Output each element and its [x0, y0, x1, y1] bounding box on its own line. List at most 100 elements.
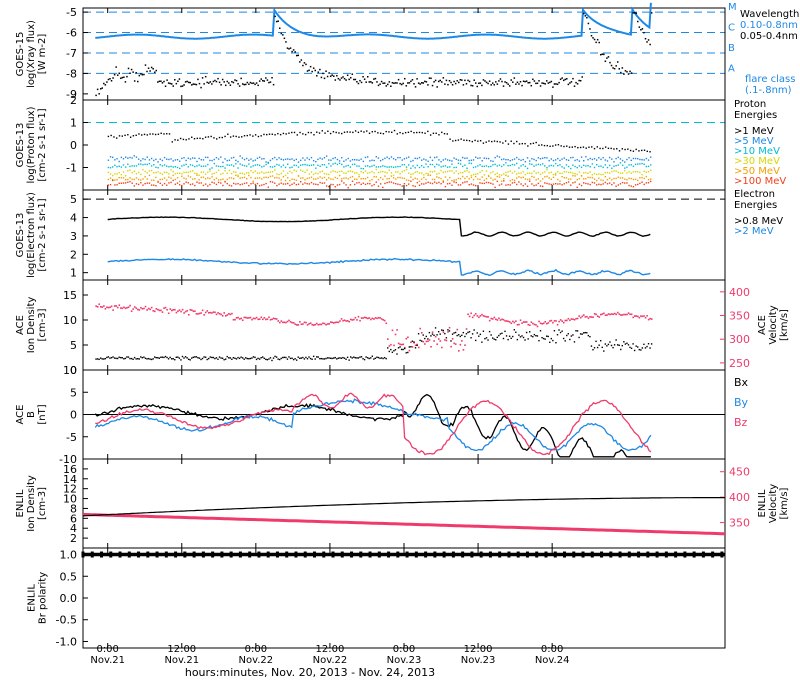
series-ace-density-point — [530, 335, 532, 337]
series-proton-3-point — [395, 171, 397, 173]
series-ace-density-point — [633, 349, 636, 352]
series-ace-density-point — [208, 357, 210, 360]
xray-legend-flare-range: (.1-.8nm) — [745, 85, 792, 96]
electron-ylabel-line: GOES-13 — [15, 213, 26, 258]
series-ace-velocity-point — [626, 313, 628, 316]
series-proton-1-point — [187, 157, 190, 159]
series-xray-0-05-0-4nm-point — [592, 37, 594, 39]
series-ace-velocity-point — [553, 320, 556, 322]
series-ace-density-point — [650, 343, 653, 345]
series-xray-0-05-0-4nm-point — [340, 77, 343, 79]
series-ace-velocity-point — [140, 306, 142, 309]
series-ace-velocity-point — [433, 340, 435, 342]
series-xray-0-05-0-4nm-point — [305, 63, 307, 66]
series-proton-0-point — [374, 130, 376, 133]
series-ace-velocity-point — [109, 306, 111, 309]
enlil-polarity-ytick-label: 1.0 — [60, 549, 78, 562]
series-xray-0-05-0-4nm-point — [348, 78, 350, 81]
ace-density-ylabel-line: Ion Density — [26, 297, 37, 354]
polarity-marker — [192, 551, 196, 558]
series-proton-4-point — [228, 177, 231, 179]
series-proton-2-point — [351, 163, 354, 166]
series-proton-5-point — [315, 183, 317, 185]
polarity-marker — [720, 551, 724, 558]
series-ace-velocity-point — [467, 313, 469, 316]
proton-legend-title-2: Energies — [734, 110, 777, 121]
series-proton-5-point — [513, 181, 516, 184]
series-ace-density-point — [129, 357, 131, 360]
series-proton-3-point — [174, 173, 177, 175]
series-xray-0-05-0-4nm-point — [394, 82, 397, 84]
series-proton-5-point — [602, 183, 604, 185]
series-proton-1-point — [574, 159, 576, 162]
polarity-marker — [146, 551, 150, 558]
series-xray-0-05-0-4nm-point — [226, 80, 229, 83]
series-proton-1-point — [550, 158, 553, 160]
series-ace-velocity-point — [129, 304, 131, 307]
ace-velocity-ytick-right-label: 300 — [729, 333, 750, 346]
series-proton-5-point — [282, 183, 285, 185]
series-ace-velocity-point — [124, 307, 127, 310]
series-proton-2-point — [405, 166, 408, 168]
series-ace-density-point — [596, 346, 599, 349]
series-ace-velocity-point — [308, 323, 310, 325]
series-ace-velocity-point — [353, 318, 355, 321]
series-ace-density-point — [265, 358, 267, 361]
series-proton-2-point — [233, 165, 235, 167]
series-ace-velocity-point — [351, 319, 354, 321]
series-proton-4-point — [621, 177, 624, 179]
series-xray-0-05-0-4nm-point — [637, 20, 639, 23]
series-proton-5-point — [353, 183, 356, 186]
series-ace-velocity-point — [422, 340, 425, 343]
series-ace-velocity-point — [570, 318, 573, 320]
series-xray-0-05-0-4nm-point — [359, 79, 361, 82]
series-proton-5-point — [237, 182, 239, 185]
series-proton-4-point — [338, 174, 341, 177]
series-xray-0-05-0-4nm-point — [248, 83, 250, 85]
series-proton-2-point — [280, 166, 282, 168]
series-xray-0-05-0-4nm — [95, 12, 653, 97]
series-xray-0-05-0-4nm-point — [527, 82, 529, 84]
series-proton-4-point — [585, 178, 587, 180]
series-proton-1-point — [468, 159, 470, 162]
series-ace-velocity-point — [197, 313, 199, 315]
series-proton-1-point — [457, 159, 460, 161]
series-proton-3-point — [233, 171, 235, 173]
series-ace-density-point — [316, 356, 318, 358]
series-ace-density-point — [212, 356, 215, 359]
series-ace-velocity-point — [371, 317, 374, 320]
series-ace-velocity-point — [539, 322, 542, 325]
series-proton-1-point — [315, 161, 317, 163]
series-ace-velocity-point — [572, 318, 574, 320]
series-ace-velocity-point — [294, 323, 297, 326]
flare-class-label-B: B — [728, 43, 735, 54]
polarity-marker — [248, 551, 252, 558]
series-proton-4-point — [379, 176, 382, 179]
series-proton-2-point — [118, 165, 120, 167]
series-proton-3-point — [308, 173, 311, 175]
series-ace-density-point — [638, 348, 640, 351]
x-tick-time: 0:00 — [96, 644, 118, 655]
series-proton-5-point — [647, 182, 650, 184]
series-proton-3-point — [343, 172, 345, 174]
series-proton-4-point — [392, 177, 395, 179]
series-proton-1-point — [593, 158, 596, 160]
x-tick-date: Nov.23 — [461, 655, 496, 666]
series-proton-2-point — [615, 164, 617, 167]
series-proton-5-point — [183, 183, 185, 185]
series-proton-1-point — [494, 156, 496, 159]
proton-legend-item: >30 MeV — [734, 156, 780, 167]
series-xray-0-05-0-4nm-point — [444, 83, 446, 85]
series-proton-2-point — [384, 165, 386, 168]
series-proton-0-point — [318, 132, 321, 134]
series-ace-velocity-point — [262, 318, 264, 321]
series-xray-0-05-0-4nm-point — [416, 78, 418, 80]
series-ace-velocity-point — [362, 317, 364, 319]
series-ace-velocity-point — [542, 322, 545, 325]
series-xray-0-05-0-4nm-point — [331, 74, 333, 76]
series-proton-4-point — [606, 179, 609, 181]
series-proton-0 — [107, 129, 651, 153]
xray-legend-title: Wavelength — [740, 9, 799, 20]
series-ace-velocity-point — [390, 343, 392, 346]
series-proton-2-point — [291, 166, 293, 168]
